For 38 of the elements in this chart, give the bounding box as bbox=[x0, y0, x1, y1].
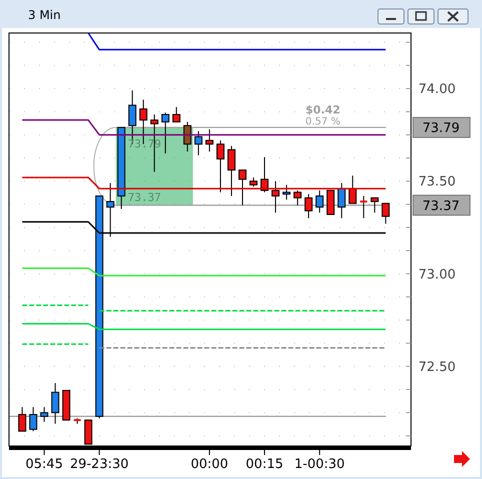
candlestick bbox=[316, 190, 324, 214]
candlestick bbox=[172, 106, 180, 122]
candlestick bbox=[272, 180, 280, 214]
y-tick-label: 72.50 bbox=[418, 360, 456, 375]
candlestick bbox=[51, 382, 60, 424]
candlestick bbox=[227, 145, 236, 196]
candlestick bbox=[382, 202, 390, 224]
annotation: 0.57 % bbox=[305, 116, 340, 128]
candlestick bbox=[183, 121, 192, 152]
ref-line-label: 73.79 bbox=[422, 121, 460, 136]
x-tick-label: 05:45 bbox=[26, 457, 63, 472]
candlestick bbox=[29, 406, 38, 432]
candlestick bbox=[205, 128, 214, 152]
candlestick bbox=[304, 194, 313, 219]
candlestick bbox=[238, 170, 246, 206]
annotation: $0.42 bbox=[305, 103, 340, 116]
x-tick-label: 29-23:30 bbox=[70, 457, 129, 472]
y-tick-label: 73.50 bbox=[418, 174, 456, 190]
candlestick bbox=[250, 176, 258, 188]
candlestick bbox=[294, 190, 302, 206]
y-tick-label: 74.00 bbox=[418, 82, 456, 98]
candlestick bbox=[348, 175, 357, 204]
y-tick-label: 73.00 bbox=[418, 267, 456, 282]
candlestick bbox=[18, 406, 26, 432]
candlestick bbox=[40, 406, 48, 422]
candlestick bbox=[282, 184, 291, 200]
candlestick bbox=[360, 195, 368, 219]
candlestick bbox=[216, 140, 224, 193]
ref-line-label: 73.37 bbox=[422, 198, 460, 214]
annotation: 73.37 bbox=[128, 191, 161, 204]
candlestick bbox=[194, 130, 202, 156]
chart-title: 3 Min bbox=[28, 8, 61, 22]
candlestick bbox=[370, 197, 379, 214]
x-tick-label: 1-00:30 bbox=[294, 457, 345, 472]
candlestick bbox=[161, 112, 170, 154]
candlestick bbox=[338, 182, 346, 219]
x-tick-label: 00:00 bbox=[190, 457, 228, 472]
x-tick-label: 00:15 bbox=[246, 457, 284, 472]
